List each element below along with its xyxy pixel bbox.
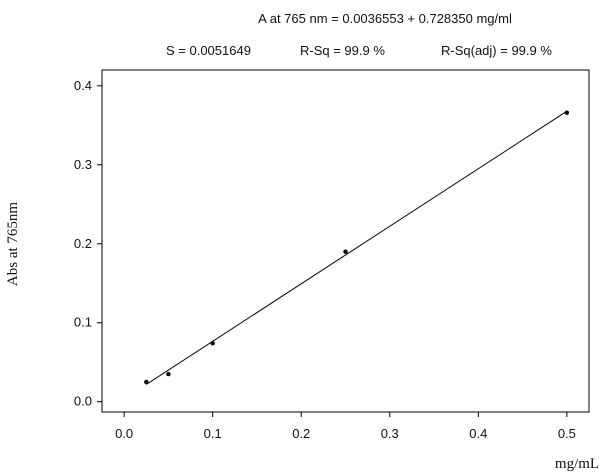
data-point: [210, 341, 215, 346]
data-point: [144, 379, 149, 385]
y-tick-label: 0.0: [74, 394, 92, 409]
y-tick-label: 0.4: [74, 78, 92, 93]
stat-rsq-adj: R-Sq(adj) = 99.9 %: [441, 43, 552, 58]
data-points: [144, 110, 570, 385]
chart-title: A at 765 nm = 0.0036553 + 0.728350 mg/ml: [258, 11, 512, 26]
stat-rsq: R-Sq = 99.9 %: [300, 43, 385, 58]
x-axis: 0.0 0.1 0.2 0.3 0.4 0.5: [115, 412, 576, 441]
data-point: [343, 249, 348, 254]
x-tick-label: 0.5: [558, 426, 576, 441]
data-point: [564, 110, 570, 115]
y-axis-label: Abs at 765nm: [5, 202, 21, 286]
stat-s: S = 0.0051649: [166, 43, 251, 58]
x-axis-label: mg/mL: [555, 456, 599, 472]
y-tick-label: 0.2: [74, 236, 92, 251]
x-tick-label: 0.4: [469, 426, 487, 441]
y-tick-label: 0.3: [74, 157, 92, 172]
plot-frame: [101, 69, 590, 413]
y-tick-label: 0.1: [74, 315, 92, 330]
data-point: [166, 371, 171, 377]
x-tick-label: 0.1: [204, 426, 222, 441]
regression-line: [146, 110, 568, 385]
x-tick-label: 0.0: [115, 426, 133, 441]
x-tick-label: 0.3: [381, 426, 399, 441]
x-tick-label: 0.2: [292, 426, 310, 441]
y-axis: 0.0 0.1 0.2 0.3 0.4: [74, 78, 102, 409]
